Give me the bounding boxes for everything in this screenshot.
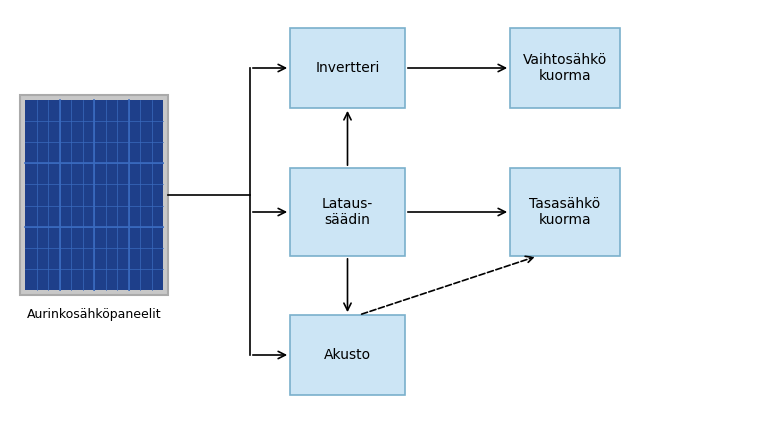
Text: Tasasähkö
kuorma: Tasasähkö kuorma [530, 197, 600, 227]
Text: Lataus-
säädin: Lataus- säädin [322, 197, 373, 227]
FancyBboxPatch shape [25, 100, 163, 290]
FancyBboxPatch shape [20, 95, 168, 295]
FancyBboxPatch shape [510, 28, 620, 108]
FancyBboxPatch shape [290, 315, 405, 395]
FancyBboxPatch shape [510, 168, 620, 256]
Text: Invertteri: Invertteri [315, 61, 380, 75]
Text: Akusto: Akusto [324, 348, 371, 362]
FancyBboxPatch shape [290, 28, 405, 108]
Text: Aurinkosähköpaneelit: Aurinkosähköpaneelit [27, 308, 161, 321]
Text: Vaihtosähkö
kuorma: Vaihtosähkö kuorma [523, 53, 607, 83]
FancyBboxPatch shape [290, 168, 405, 256]
